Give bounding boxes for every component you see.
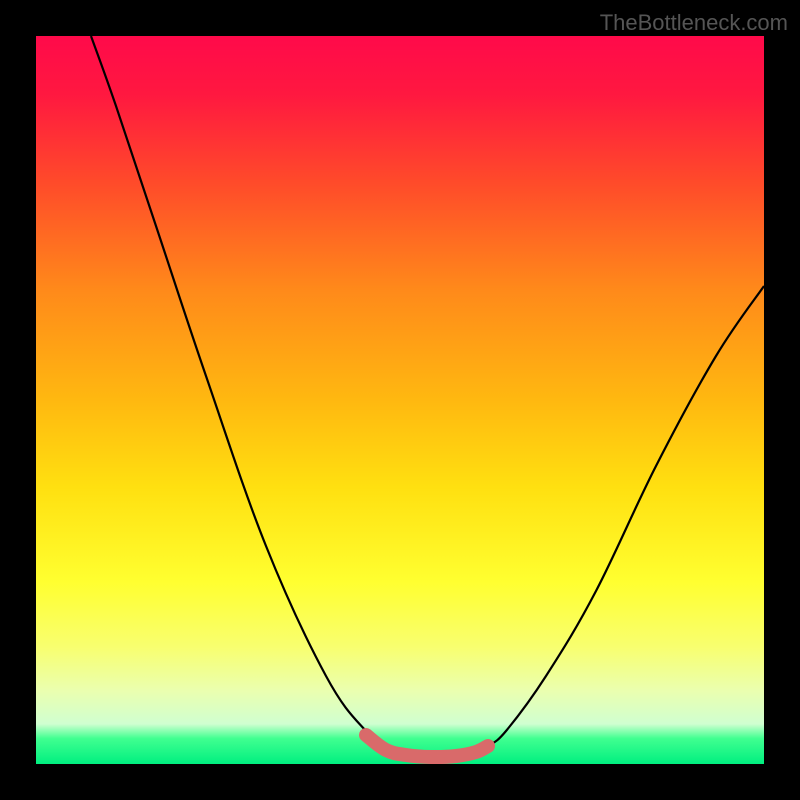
trough-highlight-line — [366, 735, 488, 757]
watermark-text: TheBottleneck.com — [600, 10, 788, 36]
v-curve-line — [91, 36, 764, 755]
chart-container: TheBottleneck.com — [0, 0, 800, 800]
plot-area — [36, 36, 764, 764]
curve-svg-layer — [36, 36, 764, 764]
